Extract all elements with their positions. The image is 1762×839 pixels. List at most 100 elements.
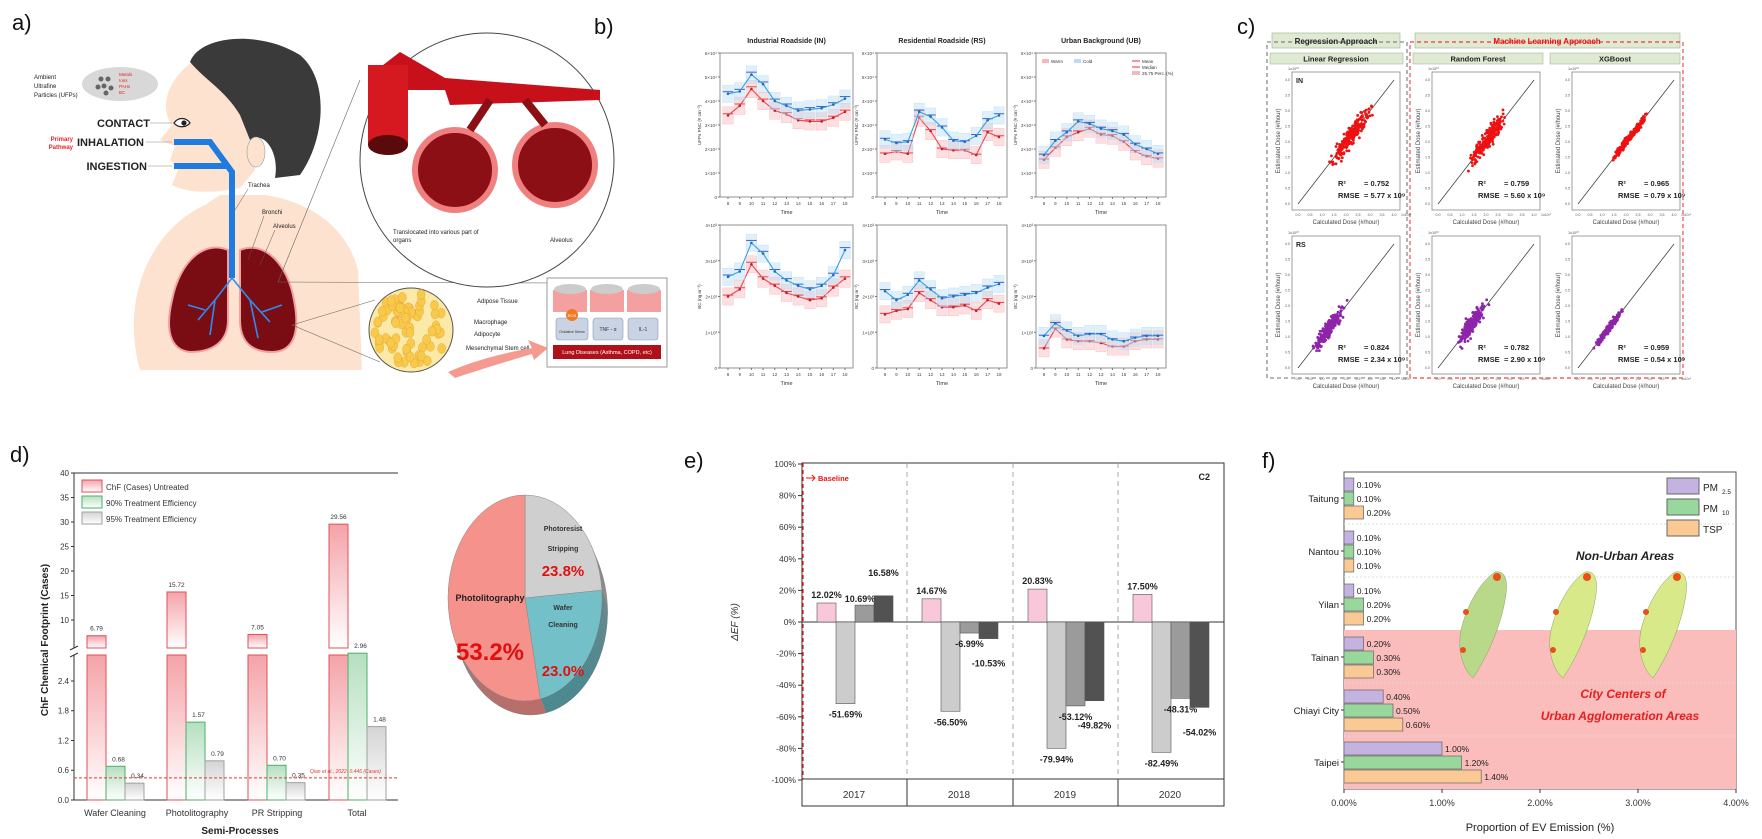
- face: [160, 60, 260, 192]
- mean-point: [917, 279, 921, 282]
- bar-value-label: 29.56: [330, 514, 347, 521]
- y-tick-label: 4×10⁴: [705, 99, 717, 104]
- y-tick-label: 80%: [779, 491, 796, 501]
- y-axis-label: Estimated Dose (#/hour): [1556, 108, 1562, 173]
- scatter-point: [1622, 139, 1626, 143]
- scatter-point: [1501, 108, 1505, 112]
- mean-point: [1042, 153, 1046, 157]
- scatter-point: [1363, 119, 1367, 123]
- adipocyte-cell: [437, 343, 446, 354]
- bar-value-label: -56.50%: [934, 717, 968, 727]
- urban-label: City Centers of: [1580, 687, 1666, 701]
- bar-lower-segment: [247, 654, 268, 801]
- bar: [1343, 769, 1482, 784]
- legend-swatch-cold: [1074, 59, 1081, 63]
- y-tick-label: 25: [60, 543, 69, 552]
- bar-value-label: 0.10%: [1357, 561, 1382, 571]
- category-label: PR Stripping: [252, 808, 303, 818]
- y-tick-label: 6×10⁴: [1021, 51, 1033, 56]
- mean-point: [761, 277, 765, 280]
- y-tick-label: 3.0: [1425, 273, 1430, 277]
- y-axis-label: UFPs PNC (# cm⁻³): [854, 105, 859, 145]
- scatter-chart: 0.0 0.0 0.5 0.5 1.0 1.0 1.5 1.5 2.0 2.0 2.5 2.5 3.0 3…: [1416, 67, 1552, 226]
- map-hotspot: [1553, 609, 1559, 615]
- y-tick-label: 2.5: [1285, 125, 1290, 129]
- mean-point: [1099, 332, 1103, 336]
- scatter-point: [1627, 135, 1631, 139]
- adipocyte-cell: [391, 317, 400, 328]
- scatter-point: [1615, 150, 1618, 154]
- bar-value-label: 0.20%: [1367, 614, 1392, 624]
- scatter-point: [1319, 336, 1323, 340]
- y-tick-label: 3.0: [1565, 273, 1570, 277]
- x-tick-label: 11: [1076, 201, 1081, 206]
- scatter-point: [1465, 326, 1469, 329]
- x-tick-label: 15: [1121, 372, 1127, 377]
- category-label: Tainan: [1311, 653, 1339, 664]
- y-tick-label: 4.0: [1565, 78, 1570, 82]
- y-tick-label: 2.5: [1425, 125, 1430, 129]
- bar: [366, 726, 387, 801]
- bar-value-label: 0.35: [292, 773, 305, 780]
- x-tick-label: 13: [1098, 372, 1104, 377]
- axis-scale-label: 1x10¹⁰: [1288, 67, 1299, 71]
- bar-value-label: -10.53%: [972, 659, 1006, 669]
- rmse-value: = 0.79 x 10⁹: [1644, 191, 1686, 200]
- x-tick-label: 13: [784, 201, 790, 206]
- adipocyte-cell: [393, 352, 403, 363]
- bar-lower-segment: [86, 654, 107, 801]
- scatter-point: [1471, 158, 1474, 162]
- x-tick-label: 16: [974, 201, 980, 206]
- axis-scale-label: 1x10¹⁰: [1681, 213, 1692, 217]
- y-tick-label: 10: [60, 616, 69, 625]
- y-tick-label: 1×10⁴: [1021, 171, 1033, 176]
- scatter-point: [1315, 349, 1319, 353]
- scatter-point: [1345, 149, 1349, 153]
- y-tick-label: 2×10³: [1021, 295, 1033, 300]
- y-tick-label: 1.5: [1425, 156, 1430, 160]
- scatter-point: [1483, 143, 1487, 147]
- bar: [1084, 621, 1105, 702]
- mean-point: [883, 138, 887, 141]
- mean-point: [1076, 334, 1080, 338]
- x-tick-label: 3.5: [1660, 213, 1665, 217]
- x-tick-label: 1.00%: [1429, 798, 1455, 808]
- bar-value-label: 1.48: [373, 717, 386, 724]
- scatter-point: [1327, 335, 1331, 339]
- mean-point: [785, 279, 788, 282]
- legend-swatch: [81, 511, 103, 525]
- x-tick-label: 15: [1121, 201, 1127, 206]
- x-tick-label: 12: [1087, 372, 1093, 377]
- x-tick-label: 3.0: [1368, 213, 1373, 217]
- x-tick-label: 0.00%: [1331, 798, 1357, 808]
- y-tick-label: 0.5: [1425, 351, 1430, 355]
- scatter-point: [1354, 125, 1358, 128]
- bar-value-label: 17.50%: [1127, 581, 1158, 591]
- panel-label-e: e): [684, 448, 704, 473]
- y-tick-label: 4.0: [1565, 242, 1570, 246]
- plot-frame: [1035, 52, 1167, 198]
- y-tick-label: 4×10³: [1021, 223, 1033, 228]
- scatter-point: [1342, 139, 1346, 142]
- mean-point: [726, 114, 730, 117]
- x-tick-label: 13: [939, 201, 945, 206]
- mean-point: [1099, 133, 1103, 136]
- y-tick-label: 5×10⁴: [862, 75, 874, 80]
- contact-label: CONTACT: [97, 118, 150, 130]
- legend-swatch: [81, 479, 103, 493]
- identity-line: [1437, 243, 1535, 369]
- right-lung: [239, 247, 298, 354]
- y-axis-label: Estimated Dose (#/hour): [1556, 272, 1562, 337]
- x-tick-label: 9: [1054, 372, 1057, 377]
- y-tick-label: 0.0: [1285, 202, 1290, 206]
- x-tick-label: 2.0: [1624, 377, 1629, 381]
- map-hotspot: [1583, 573, 1591, 581]
- mean-point: [761, 252, 765, 255]
- x-tick-label: 17: [831, 201, 837, 206]
- x-tick-label: 15: [962, 201, 968, 206]
- y-tick-label: -40%: [776, 680, 796, 690]
- scatter-point: [1613, 156, 1617, 160]
- y-tick-label: 1×10⁴: [705, 171, 717, 176]
- scatter-point: [1597, 341, 1601, 345]
- x-tick-label: 3.5: [1520, 213, 1525, 217]
